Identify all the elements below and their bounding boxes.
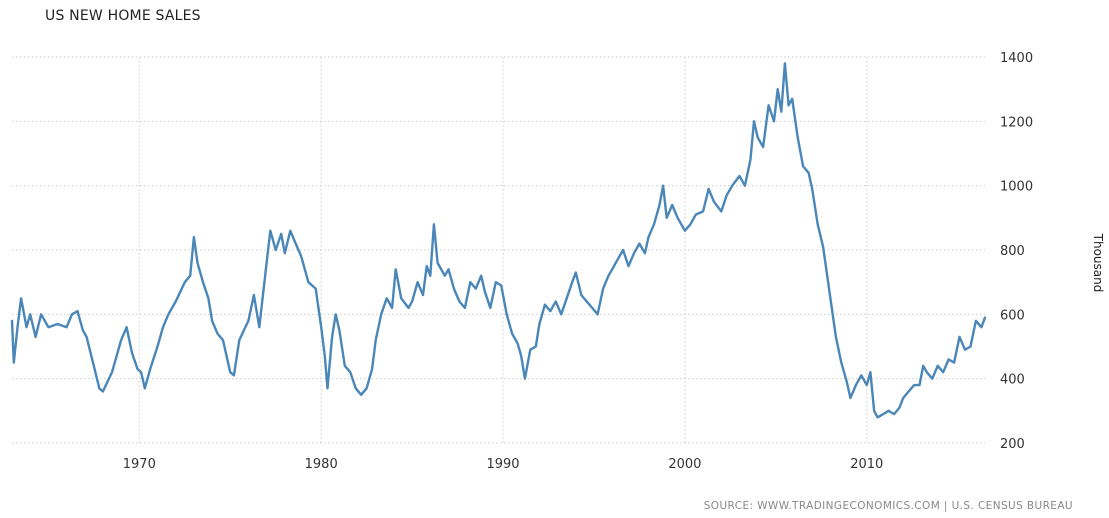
y-tick-label: 1200 xyxy=(1000,115,1033,130)
y-tick-label: 1400 xyxy=(1000,51,1033,66)
y-tick-label: 1000 xyxy=(1000,180,1033,195)
y-tick-label: 600 xyxy=(1000,308,1025,323)
axis-layer: 200 400 600 800 1000 1200 1400 1970 1980 1990 2000… xyxy=(123,51,1033,472)
x-tick-label: 1990 xyxy=(486,457,519,472)
source-attribution: SOURCE: WWW.TRADINGECONOMICS.COM | U.S. … xyxy=(703,500,1073,512)
x-tick-label: 1970 xyxy=(123,457,156,472)
x-tick-label: 1980 xyxy=(305,457,338,472)
y-tick-label: 400 xyxy=(1000,373,1025,388)
chart-title: US NEW HOME SALES xyxy=(45,8,201,24)
series-line xyxy=(10,62,987,419)
y-tick-label: 200 xyxy=(1000,437,1025,452)
y-axis-title: Thousand xyxy=(1091,233,1105,293)
series-layer xyxy=(10,62,987,419)
y-tick-label: 800 xyxy=(1000,244,1025,259)
x-tick-label: 2010 xyxy=(850,457,883,472)
grid-layer xyxy=(12,56,985,444)
x-tick-label: 2000 xyxy=(668,457,701,472)
